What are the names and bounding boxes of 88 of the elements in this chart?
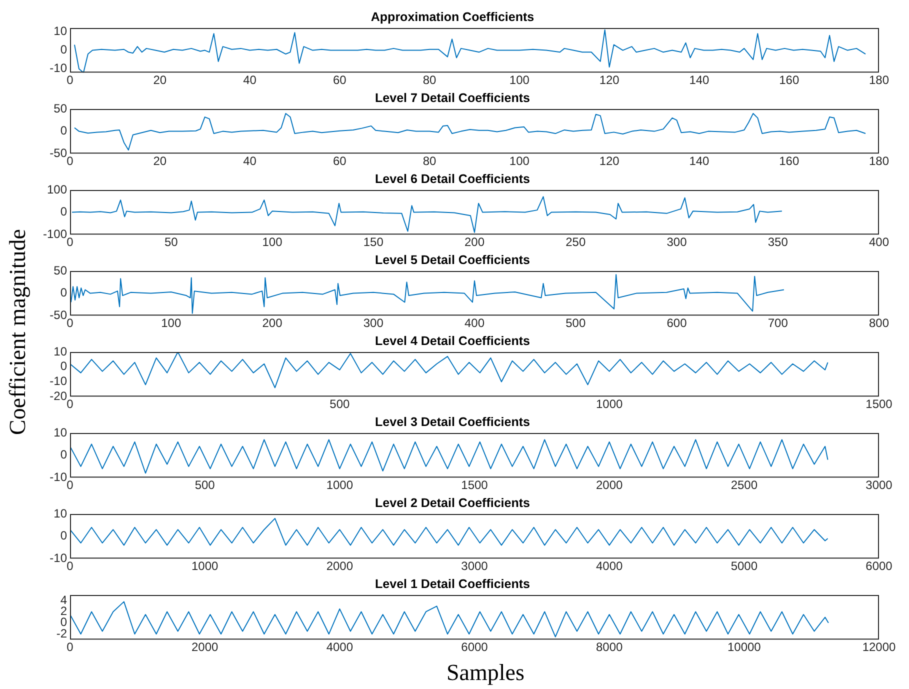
- x-tick-label: 2000: [191, 640, 219, 654]
- x-tick-label: 180: [868, 154, 890, 168]
- y-tick-label: 10: [54, 506, 68, 520]
- y-tick-label: 0: [60, 204, 68, 219]
- x-tick-label: 3000: [461, 559, 488, 574]
- y-tick-label: 0: [60, 286, 68, 300]
- y-tick-label: 0: [60, 528, 68, 543]
- x-tick-label: 120: [599, 73, 620, 88]
- y-tick-label: 10: [54, 344, 68, 358]
- x-tick-label: 180: [868, 73, 890, 88]
- x-tick-label: 500: [330, 397, 350, 412]
- x-axis-title: Samples: [446, 660, 526, 686]
- x-tick-label: 2000: [596, 478, 624, 492]
- x-tick-label: 100: [509, 73, 530, 88]
- x-tick-label: 10000: [727, 640, 762, 654]
- x-tick-label: 200: [464, 235, 485, 250]
- x-tick-label: 4000: [326, 640, 354, 654]
- x-tick-label: 160: [779, 73, 800, 88]
- x-tick-label: 40: [243, 73, 257, 88]
- x-tick-label: 1000: [326, 478, 354, 492]
- y-tick-label: 0: [60, 124, 68, 138]
- x-tick-label: 400: [868, 235, 890, 250]
- y-tick-label: 10: [54, 425, 68, 440]
- x-tick-label: 1500: [461, 478, 488, 492]
- x-tick-label: 60: [332, 73, 347, 88]
- x-tick-label: 700: [768, 316, 788, 330]
- x-tick-label: 500: [566, 316, 586, 330]
- chart-title: Level 3 Detail Coefficients: [375, 414, 530, 429]
- y-tick-label: 0: [60, 42, 68, 57]
- x-tick-label: 60: [332, 154, 347, 168]
- x-tick-label: 20: [153, 73, 167, 88]
- x-tick-label: 250: [566, 235, 586, 250]
- x-tick-label: 80: [422, 154, 437, 168]
- x-tick-label: 200: [262, 316, 283, 330]
- x-tick-label: 300: [666, 235, 688, 250]
- x-tick-label: 12000: [862, 640, 896, 654]
- x-tick-label: 500: [194, 478, 216, 492]
- x-tick-label: 40: [243, 154, 257, 168]
- y-tick-label: 0: [60, 359, 68, 374]
- chart-title: Level 1 Detail Coefficients: [375, 576, 530, 591]
- y-tick-label: 0: [60, 448, 68, 462]
- chart-title: Level 4 Detail Coefficients: [375, 334, 530, 348]
- x-tick-label: 20: [153, 154, 167, 168]
- y-tick-label: -10: [50, 470, 68, 484]
- x-tick-label: 800: [868, 316, 890, 330]
- y-tick-label: -10: [50, 550, 68, 565]
- chart-title: Level 7 Detail Coefficients: [375, 90, 530, 105]
- x-tick-label: 600: [666, 316, 688, 330]
- x-tick-label: 3000: [866, 478, 893, 492]
- y-tick-label: -10: [50, 61, 68, 76]
- x-tick-label: 1000: [191, 559, 219, 574]
- chart-title: Approximation Coefficients: [370, 10, 534, 24]
- x-tick-label: 120: [599, 154, 620, 168]
- x-tick-label: 100: [509, 154, 530, 168]
- chart-title: Level 6 Detail Coefficients: [375, 172, 530, 186]
- y-tick-label: 50: [54, 263, 68, 278]
- x-tick-label: 1000: [596, 397, 624, 412]
- x-tick-label: 100: [161, 316, 182, 330]
- x-tick-label: 150: [363, 235, 384, 250]
- x-tick-label: 160: [779, 154, 800, 168]
- x-tick-label: 6000: [461, 640, 488, 654]
- y-tick-label: -100: [42, 226, 68, 241]
- x-tick-label: 50: [164, 235, 178, 250]
- y-tick-label: 50: [54, 101, 68, 116]
- chart-title: Level 2 Detail Coefficients: [375, 496, 530, 510]
- y-tick-label: 100: [46, 182, 68, 196]
- x-tick-label: 300: [363, 316, 384, 330]
- x-tick-label: 4000: [596, 559, 624, 574]
- y-axis-title: Coefficient magnitude: [5, 229, 31, 435]
- chart-title: Level 5 Detail Coefficients: [375, 252, 530, 267]
- y-tick-label: -10: [50, 374, 68, 388]
- x-tick-label: 80: [422, 73, 437, 88]
- x-tick-label: 6000: [866, 559, 893, 574]
- y-tick-label: 10: [54, 24, 68, 38]
- x-tick-label: 100: [262, 235, 283, 250]
- x-tick-label: 2500: [730, 478, 758, 492]
- x-tick-label: 140: [689, 73, 710, 88]
- x-tick-label: 8000: [596, 640, 624, 654]
- x-tick-label: 2000: [326, 559, 354, 574]
- x-tick-label: 1500: [866, 397, 893, 412]
- y-tick-label: 4: [60, 592, 68, 607]
- x-tick-label: 5000: [730, 559, 758, 574]
- x-tick-label: 400: [464, 316, 485, 330]
- y-tick-label: -20: [50, 388, 68, 403]
- x-tick-label: 350: [768, 235, 788, 250]
- y-tick-label: -50: [50, 146, 68, 160]
- x-tick-label: 140: [689, 154, 710, 168]
- y-tick-label: -50: [50, 308, 68, 322]
